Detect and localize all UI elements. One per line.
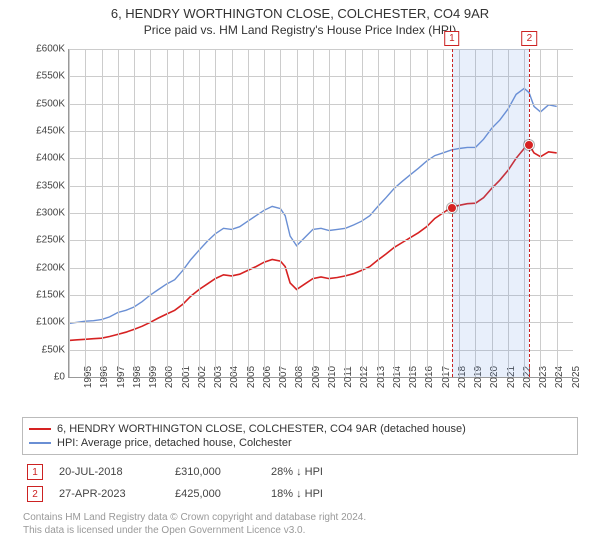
legend-box: 6, HENDRY WORTHINGTON CLOSE, COLCHESTER,…	[22, 417, 578, 455]
y-axis-tick: £300K	[36, 208, 69, 219]
y-axis-tick: £150K	[36, 290, 69, 301]
y-axis-tick: £350K	[36, 180, 69, 191]
sale-hpi-diff: 18% ↓ HPI	[271, 488, 371, 500]
y-axis-tick: £200K	[36, 262, 69, 273]
y-axis-tick: £500K	[36, 98, 69, 109]
chart-title: 6, HENDRY WORTHINGTON CLOSE, COLCHESTER,…	[0, 6, 600, 21]
sale-price: £425,000	[175, 488, 255, 500]
legend-label: HPI: Average price, detached house, Colc…	[57, 437, 292, 449]
legend-item: HPI: Average price, detached house, Colc…	[29, 436, 571, 450]
legend-label: 6, HENDRY WORTHINGTON CLOSE, COLCHESTER,…	[57, 423, 466, 435]
sale-marker-line	[452, 49, 453, 377]
x-axis-tick: 2025	[557, 366, 582, 388]
sale-row: 1 20-JUL-2018 £310,000 28% ↓ HPI	[23, 461, 577, 483]
shaded-ownership-region	[452, 49, 530, 377]
legend-swatch	[29, 442, 51, 444]
chart-title-block: 6, HENDRY WORTHINGTON CLOSE, COLCHESTER,…	[0, 0, 600, 37]
chart-subtitle: Price paid vs. HM Land Registry's House …	[0, 23, 600, 37]
y-axis-tick: £250K	[36, 235, 69, 246]
sale-marker-line	[529, 49, 530, 377]
footer-line2: This data is licensed under the Open Gov…	[23, 524, 577, 537]
footer-attribution: Contains HM Land Registry data © Crown c…	[23, 511, 577, 537]
sale-date: 27-APR-2023	[59, 488, 159, 500]
y-axis-tick: £50K	[42, 344, 69, 355]
sale-marker-dot	[447, 203, 457, 213]
sale-row: 2 27-APR-2023 £425,000 18% ↓ HPI	[23, 483, 577, 505]
sale-marker-dot	[524, 140, 534, 150]
y-axis-tick: £450K	[36, 126, 69, 137]
legend-item: 6, HENDRY WORTHINGTON CLOSE, COLCHESTER,…	[29, 422, 571, 436]
sale-date: 20-JUL-2018	[59, 466, 159, 478]
y-axis-tick: £550K	[36, 71, 69, 82]
sale-price: £310,000	[175, 466, 255, 478]
y-axis-tick: £100K	[36, 317, 69, 328]
sale-number-badge: 1	[27, 464, 43, 480]
sale-hpi-diff: 28% ↓ HPI	[271, 466, 371, 478]
y-axis-tick: £0	[54, 372, 69, 383]
footer-line1: Contains HM Land Registry data © Crown c…	[23, 511, 577, 524]
chart-container: £0 £50K £100K £150K £200K £250K £300K £350K £400…	[20, 43, 580, 413]
plot-area: £0£50K£100K£150K£200K£250K£300K£350K£400…	[68, 49, 573, 378]
sale-marker-label: 1	[444, 31, 460, 46]
sale-marker-label: 2	[522, 31, 538, 46]
sales-table: 1 20-JUL-2018 £310,000 28% ↓ HPI 2 27-APR-202…	[23, 461, 577, 505]
y-axis-tick: £600K	[36, 44, 69, 55]
y-axis-tick: £400K	[36, 153, 69, 164]
sale-number-badge: 2	[27, 486, 43, 502]
legend-swatch	[29, 428, 51, 430]
